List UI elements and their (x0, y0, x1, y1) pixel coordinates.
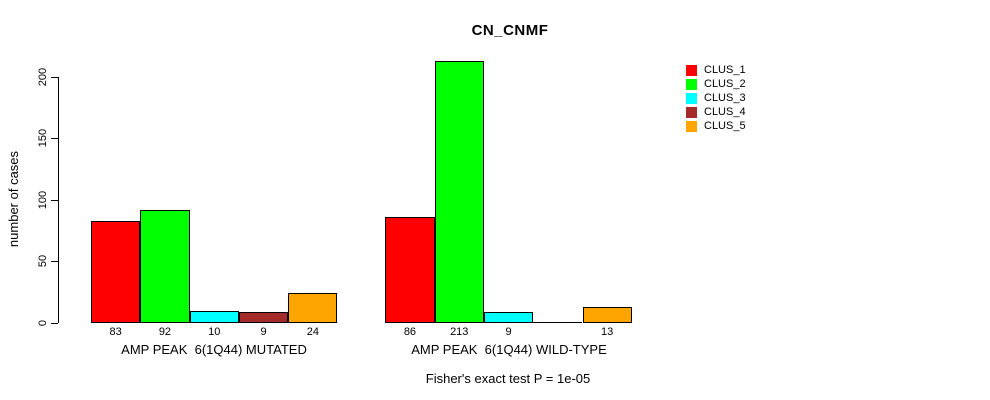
bar-clus_1-group2 (385, 217, 435, 323)
legend-swatch (686, 120, 697, 132)
legend-swatch (686, 106, 697, 118)
y-axis-tick-label: 0 (37, 319, 49, 327)
legend: CLUS_1 CLUS_2 CLUS_3 CLUS_4 CLUS_5 (686, 63, 746, 133)
bar-value-label: 92 (158, 326, 172, 338)
bar-value-label: 9 (260, 326, 267, 338)
legend-label: CLUS_1 (704, 64, 746, 76)
legend-item-clus_1: CLUS_1 (686, 63, 746, 77)
y-axis-tick (51, 261, 58, 263)
legend-item-clus_2: CLUS_2 (686, 77, 746, 91)
legend-swatch (686, 64, 697, 76)
bar-clus_5-group1 (288, 293, 338, 323)
bar-clus_3-group2 (483, 311, 534, 323)
y-axis-tick (51, 138, 58, 140)
bar-clus_1-group1 (91, 220, 141, 323)
legend-item-clus_4: CLUS_4 (686, 105, 746, 119)
y-axis-tick-label: 50 (37, 255, 49, 268)
y-axis-title: number of cases (6, 150, 21, 248)
bar-value-label: 83 (109, 326, 122, 338)
bar-clus_4-group1 (238, 311, 289, 323)
y-axis-tick-label: 150 (37, 129, 49, 148)
bar-clus_4-group2-zero (533, 322, 583, 323)
legend-item-clus_3: CLUS_3 (686, 91, 746, 105)
y-axis-tick (51, 323, 58, 324)
x-category-label-mutated: AMP PEAK 6(1Q44) MUTATED (121, 342, 307, 357)
x-category-label-wild-type: AMP PEAK 6(1Q44) WILD-TYPE (411, 342, 607, 357)
legend-label: CLUS_3 (704, 92, 746, 104)
legend-label: CLUS_2 (704, 78, 746, 90)
bar-value-label: 9 (505, 326, 512, 338)
bar-value-label: 24 (306, 326, 319, 338)
bar-value-label: 13 (601, 326, 614, 338)
bar-value-label: 10 (208, 326, 221, 338)
bar-clus_5-group2 (582, 306, 632, 323)
legend-label: CLUS_4 (704, 106, 746, 118)
legend-swatch (686, 78, 697, 90)
bar-value-label: 86 (403, 326, 417, 338)
fisher-test-annotation: Fisher's exact test P = 1e-05 (425, 371, 591, 386)
legend-swatch (686, 92, 697, 104)
y-axis-tick (51, 76, 58, 78)
legend-label: CLUS_5 (704, 120, 746, 132)
bar-clus_2-group1 (140, 209, 190, 323)
y-axis-tick-label: 200 (37, 67, 49, 86)
bar-value-label: 213 (450, 326, 469, 338)
legend-item-clus_5: CLUS_5 (686, 119, 746, 133)
y-axis-line (58, 76, 59, 323)
chart-title: CN_CNMF (471, 22, 549, 39)
bar-clus_2-group2 (434, 60, 484, 323)
y-axis-tick-label: 100 (37, 190, 49, 209)
y-axis-tick (51, 199, 58, 201)
bar-clus_3-group1 (189, 310, 239, 323)
